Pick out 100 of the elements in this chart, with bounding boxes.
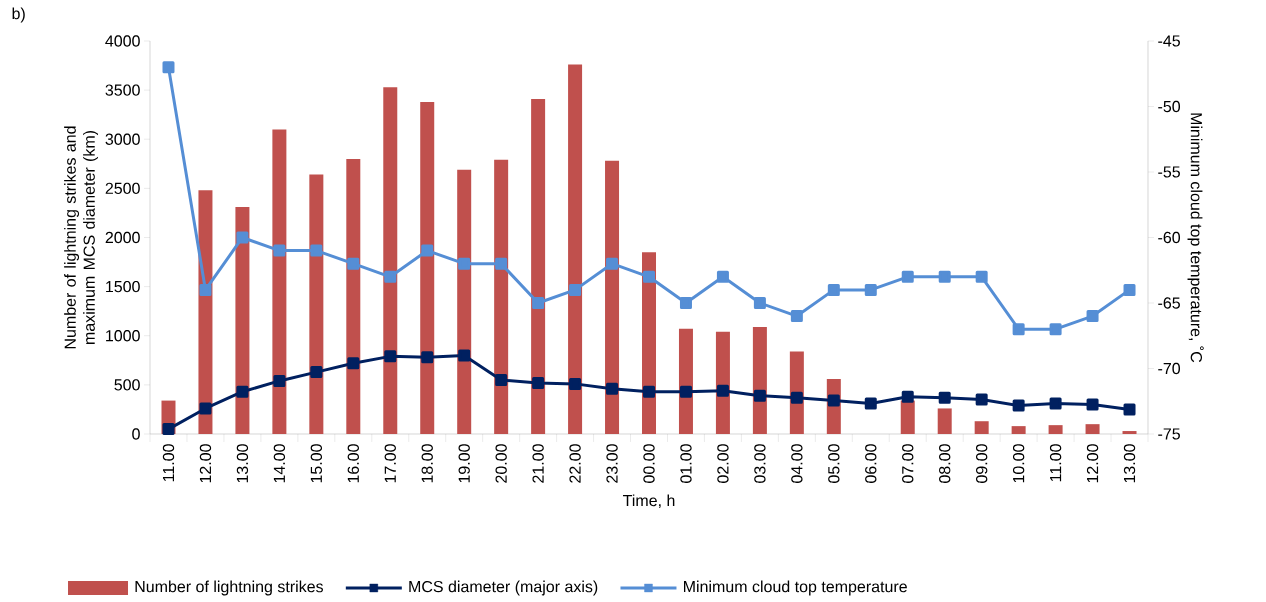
point (162, 61, 175, 74)
y-axis-title: Number of lightning strikes and maximum MCS diameter (km) (64, 126, 99, 349)
legend-label: Minimum cloud top temperature (684, 580, 907, 596)
point (606, 257, 619, 270)
x-tick-label: 11.00 (162, 444, 175, 482)
x-tick-label: 20.00 (495, 444, 507, 483)
point (827, 283, 840, 296)
x-tick-label: 22.00 (569, 444, 581, 483)
point (864, 397, 877, 410)
bar (974, 421, 989, 434)
x-tick-label: 13.00 (236, 444, 249, 483)
x-tick-label: 18.00 (421, 444, 433, 483)
bar (457, 169, 472, 434)
bar (494, 159, 509, 434)
point (716, 384, 729, 397)
point (606, 382, 619, 395)
point (310, 366, 323, 379)
x-tick-label: 03.00 (754, 444, 766, 483)
bar (1085, 424, 1100, 434)
legend-label: MCS diameter (major axis) (409, 580, 598, 596)
y2-tick-label: -70 (1158, 362, 1181, 375)
y-tick-label: 1000 (106, 330, 140, 342)
point (495, 257, 508, 270)
x-tick-label: 16.00 (347, 444, 359, 483)
y-tick-label: 1500 (106, 280, 140, 293)
x-tick-label: 13.00 (1123, 444, 1136, 483)
bar (1048, 425, 1063, 434)
bar (235, 207, 250, 434)
point (458, 257, 471, 270)
point (1123, 283, 1136, 296)
point (384, 350, 397, 363)
y2-tick-label: -55 (1158, 166, 1180, 178)
x-tick-label: 15.00 (310, 444, 323, 483)
point (975, 270, 988, 283)
bar (531, 98, 546, 434)
point (236, 231, 249, 244)
y2-tick-label: -65 (1158, 297, 1180, 309)
x-tick-label: 08.00 (939, 444, 951, 483)
y2-tick-label: -45 (1158, 35, 1180, 47)
bar (420, 101, 435, 434)
y2-tick-label: -50 (1158, 100, 1181, 113)
point (975, 393, 988, 406)
point (679, 385, 692, 398)
x-tick-label: 09.00 (976, 444, 988, 483)
point (569, 283, 582, 296)
x-tick-label: 12.00 (199, 444, 212, 483)
bar (568, 64, 583, 434)
x-tick-label: 12.00 (1086, 444, 1099, 483)
bar (1122, 431, 1137, 434)
x-tick-label: 04.00 (791, 444, 803, 483)
point (569, 377, 582, 390)
point (199, 283, 212, 296)
x-tick-label: 23.00 (606, 444, 618, 483)
bar (272, 129, 287, 434)
point (421, 351, 434, 364)
bar (937, 408, 952, 434)
y-tick-label: 2500 (105, 182, 140, 195)
point (347, 257, 360, 270)
x-tick-label: 07.00 (902, 444, 914, 483)
y-tick-label: 500 (114, 379, 140, 391)
point (199, 402, 212, 415)
bar (383, 87, 398, 434)
y2-tick-label: -75 (1158, 428, 1180, 440)
bar (605, 160, 620, 434)
point (1012, 323, 1025, 336)
point (310, 244, 323, 257)
legend-label: Number of lightning strikes (135, 580, 323, 596)
point (827, 394, 840, 407)
text: b) (12, 7, 25, 23)
x-tick-label: 10.00 (1012, 444, 1025, 483)
point (1049, 323, 1062, 336)
point (273, 374, 286, 387)
bar (900, 400, 915, 434)
bar (1011, 426, 1026, 434)
x-tick-label: 02.00 (717, 444, 729, 483)
x-axis-title: Time, h (622, 494, 675, 509)
point (901, 270, 914, 283)
point (679, 296, 692, 309)
x-tick-label: 19.00 (458, 444, 470, 483)
point (273, 244, 286, 257)
point (716, 270, 729, 283)
x-tick-label: 14.00 (273, 444, 286, 483)
point (495, 373, 508, 386)
y-tick-label: 4000 (105, 35, 140, 47)
point (938, 270, 951, 283)
point (1086, 310, 1099, 323)
point (458, 349, 471, 362)
point (643, 385, 655, 398)
point (938, 391, 951, 404)
point (901, 390, 914, 403)
bar (309, 174, 324, 434)
y2-tick-label: -60 (1158, 231, 1181, 244)
y-tick-label: 0 (132, 428, 140, 440)
point (1049, 397, 1062, 410)
point (384, 270, 397, 283)
x-tick-label: 06.00 (865, 444, 877, 483)
point (347, 357, 360, 370)
point (753, 389, 766, 402)
point (1123, 403, 1136, 416)
point (643, 270, 656, 283)
